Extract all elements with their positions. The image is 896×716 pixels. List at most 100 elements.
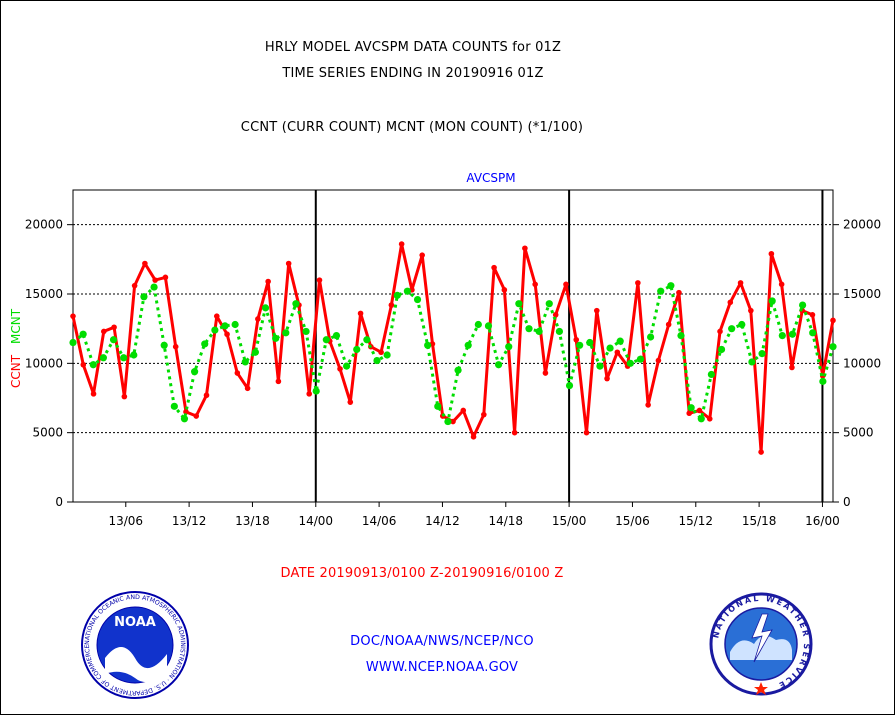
point-ccnt <box>830 317 836 324</box>
point-ccnt <box>203 392 210 399</box>
point-ccnt <box>789 364 795 371</box>
noaa-logo-text: NOAA <box>114 615 156 630</box>
point-mcnt <box>697 415 705 423</box>
point-ccnt <box>275 378 282 385</box>
point-mcnt <box>241 358 249 366</box>
point-mcnt <box>809 329 817 337</box>
noaa-logo: NOAA NATIONAL OCEANIC AND ATMOSPHERIC AD… <box>81 591 189 699</box>
point-mcnt <box>515 300 523 308</box>
xtick-label: 15/06 <box>615 514 650 528</box>
point-mcnt <box>292 300 300 308</box>
point-ccnt <box>778 281 785 288</box>
point-ccnt <box>285 260 292 267</box>
point-mcnt <box>677 332 685 340</box>
point-mcnt <box>373 356 381 365</box>
chart-subtitle: AVCSPM <box>466 171 515 185</box>
point-mcnt <box>69 338 77 347</box>
point-mcnt <box>474 320 482 329</box>
point-ccnt <box>727 299 734 306</box>
point-ccnt <box>758 449 764 455</box>
point-mcnt <box>201 340 209 348</box>
point-mcnt <box>667 282 675 290</box>
ytick-label-right: 5000 <box>843 426 874 440</box>
point-mcnt <box>576 341 584 349</box>
xtick-label: 16/00 <box>805 514 840 528</box>
point-ccnt <box>306 391 313 397</box>
point-ccnt <box>419 252 425 258</box>
point-mcnt <box>221 322 229 330</box>
point-ccnt <box>748 307 754 314</box>
point-mcnt <box>109 336 118 344</box>
point-ccnt <box>645 402 651 408</box>
point-ccnt <box>357 310 364 317</box>
point-ccnt <box>152 277 158 283</box>
nws-logo: NATIONAL WEATHER SERVICE <box>709 592 813 696</box>
ytick-label-left: 10000 <box>25 356 63 370</box>
org-label: DOC/NOAA/NWS/NCEP/NCO <box>350 634 534 649</box>
point-ccnt <box>142 260 148 267</box>
point-mcnt <box>484 322 493 330</box>
legend-caption: CCNT (CURR COUNT) MCNT (MON COUNT) (*1/1… <box>240 120 584 135</box>
date-range: DATE 20190913/0100 Z-20190916/0100 Z <box>280 566 564 581</box>
point-ccnt <box>193 413 200 419</box>
xtick-label: 13/12 <box>172 514 207 528</box>
point-ccnt <box>706 416 713 422</box>
xtick-label: 14/06 <box>362 514 397 528</box>
point-ccnt <box>717 328 723 335</box>
point-mcnt <box>626 359 634 367</box>
ytick-label-right: 15000 <box>843 287 881 301</box>
point-ccnt <box>347 399 354 405</box>
ytick-label-right: 20000 <box>843 218 881 232</box>
point-mcnt <box>130 351 138 359</box>
point-mcnt <box>353 345 361 354</box>
point-mcnt <box>606 344 614 352</box>
point-mcnt <box>636 355 645 363</box>
xtick-label: 14/00 <box>298 514 333 528</box>
point-mcnt <box>434 402 442 410</box>
point-mcnt <box>413 295 422 304</box>
point-ccnt <box>111 324 117 331</box>
point-mcnt <box>707 370 716 379</box>
point-ccnt <box>665 321 672 328</box>
point-mcnt <box>728 325 736 333</box>
point-mcnt <box>363 336 371 344</box>
xtick-label: 14/12 <box>425 514 460 528</box>
series-line-mcnt <box>72 284 835 424</box>
point-ccnt <box>809 312 816 318</box>
point-ccnt <box>316 277 323 283</box>
ytick-label-left: 5000 <box>32 426 63 440</box>
point-ccnt <box>337 366 343 372</box>
chart-title-line2: TIME SERIES ENDING IN 20190916 01Z <box>282 66 544 81</box>
point-ccnt <box>224 331 230 338</box>
point-ccnt <box>70 313 76 319</box>
point-ccnt <box>80 361 87 368</box>
point-ccnt <box>676 289 682 296</box>
point-ccnt <box>635 280 641 286</box>
point-ccnt <box>573 336 580 343</box>
point-ccnt <box>583 429 590 436</box>
xtick-label: 14/18 <box>488 514 523 528</box>
ytick-label-right: 0 <box>843 495 851 509</box>
point-ccnt <box>450 418 456 425</box>
point-ccnt <box>244 385 251 392</box>
xtick-label: 15/00 <box>552 514 587 528</box>
point-ccnt <box>768 250 775 257</box>
point-ccnt <box>265 278 271 285</box>
point-mcnt <box>272 334 280 342</box>
point-ccnt <box>491 264 497 271</box>
point-mcnt <box>393 291 401 299</box>
point-mcnt <box>99 354 107 362</box>
point-mcnt <box>738 320 746 329</box>
point-mcnt <box>464 341 472 349</box>
point-mcnt <box>332 332 341 340</box>
point-ccnt <box>90 391 97 397</box>
point-mcnt <box>758 350 766 358</box>
point-mcnt <box>424 341 432 349</box>
point-mcnt <box>829 343 837 351</box>
point-mcnt <box>231 320 239 329</box>
point-mcnt <box>150 283 158 291</box>
point-ccnt <box>552 312 559 318</box>
chart-title-line1: HRLY MODEL AVCSPM DATA COUNTS for 01Z <box>264 40 562 55</box>
point-ccnt <box>563 281 569 288</box>
point-ccnt <box>255 316 261 322</box>
